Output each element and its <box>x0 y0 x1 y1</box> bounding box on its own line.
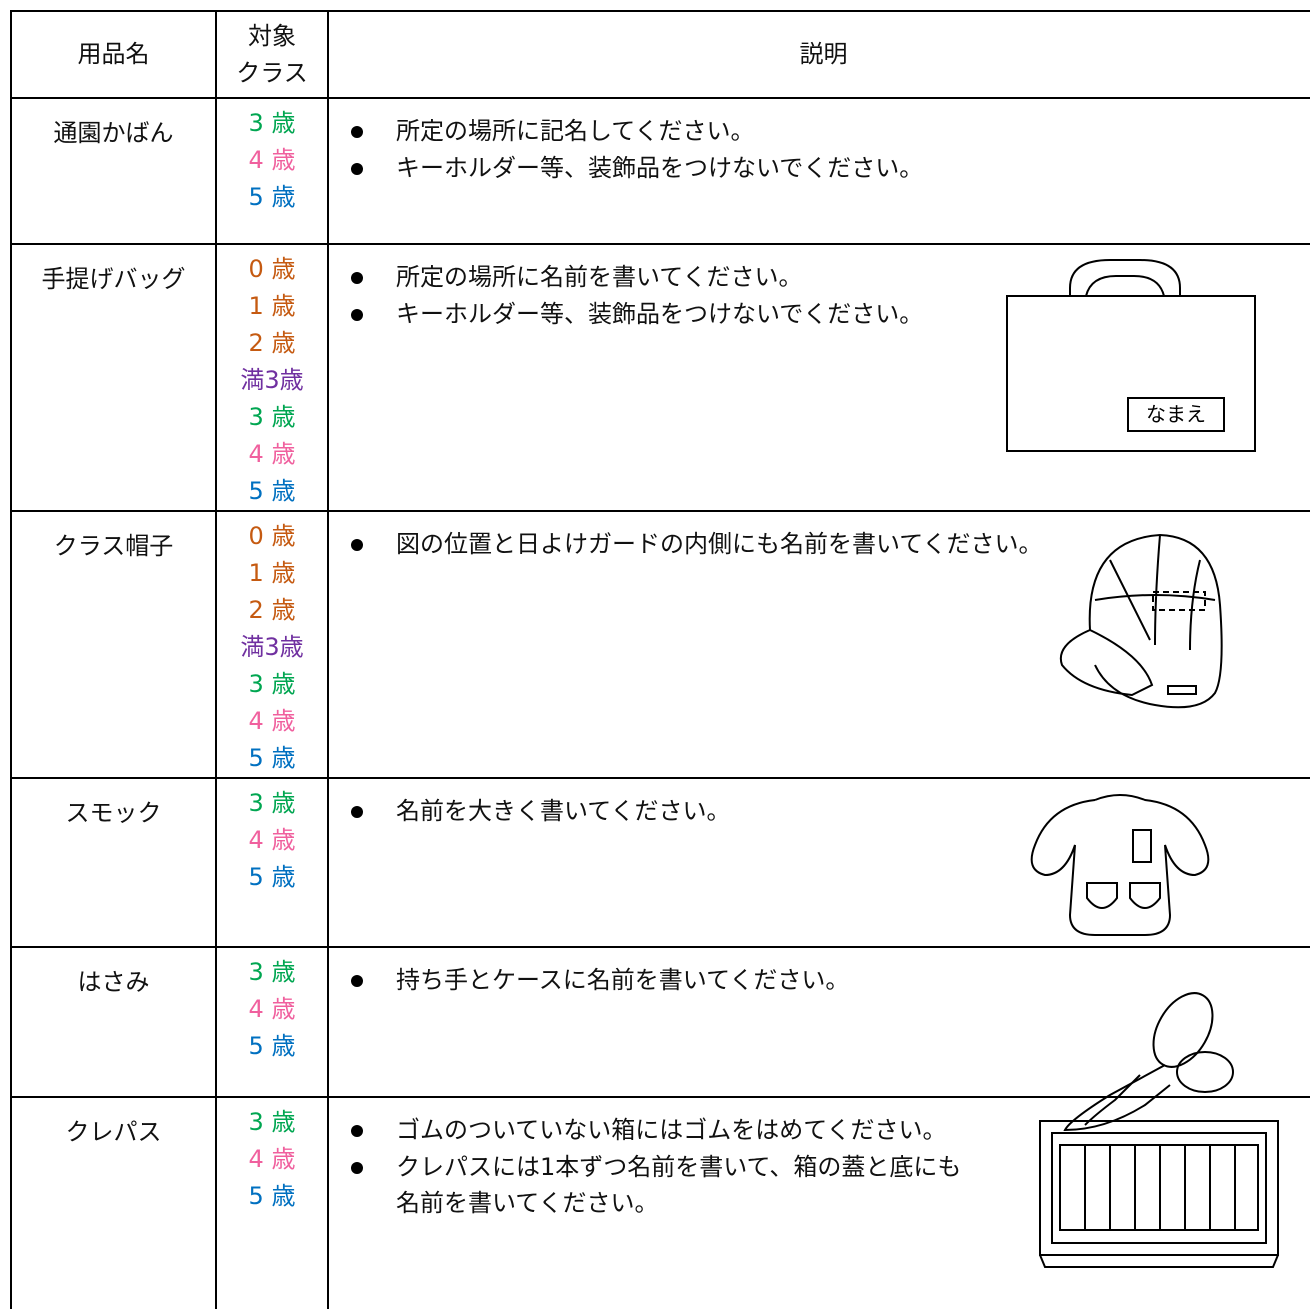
class-label: 3 歳 <box>248 403 296 431</box>
note: 持ち手とケースに名前を書いてください。 <box>351 962 1310 998</box>
class-label: 3 歳 <box>248 789 296 817</box>
item-cell: クラス帽子 <box>10 510 217 779</box>
note-list: ゴムのついていない箱にはゴムをはめてください。 クレパスには1本ずつ名前を書いて、… <box>329 1098 1310 1221</box>
note: ゴムのついていない箱にはゴムをはめてください。 <box>351 1112 1310 1148</box>
description-cell: 持ち手とケースに名前を書いてください。 <box>327 946 1310 1098</box>
note: キーホルダー等、装飾品をつけないでください。 <box>351 296 1310 332</box>
class-label: 4 歳 <box>248 995 296 1023</box>
header-cell: 対象 クラス <box>215 10 329 99</box>
note-list: 所定の場所に名前を書いてください。 キーホルダー等、装飾品をつけないでください。 <box>329 245 1310 332</box>
note: クレパスには1本ずつ名前を書いて、箱の蓋と底にも 名前を書いてください。 <box>351 1149 1310 1221</box>
description-cell: 所定の場所に記名してください。 キーホルダー等、装飾品をつけないでください。 <box>327 97 1310 245</box>
table-row: クラス帽子 0 歳 1 歳 2 歳満3歳 3 歳 4 歳 5 歳 図の位置と日よけガードの内側… <box>10 510 1310 779</box>
class-label: 1 歳 <box>248 559 296 587</box>
description-cell: 名前を大きく書いてください。 <box>327 777 1310 948</box>
class-label: 3 歳 <box>248 1108 296 1136</box>
class-label: 2 歳 <box>248 596 296 624</box>
class-label: 4 歳 <box>248 440 296 468</box>
item-cell: 手提げバッグ <box>10 243 217 512</box>
class-label: 満3歳 <box>240 633 304 661</box>
class-label: 4 歳 <box>248 1145 296 1173</box>
class-label: 5 歳 <box>248 1182 296 1210</box>
class-label: 0 歳 <box>248 255 296 283</box>
note: 所定の場所に名前を書いてください。 <box>351 259 1310 295</box>
note: 所定の場所に記名してください。 <box>351 113 1310 149</box>
note-list: 名前を大きく書いてください。 <box>329 779 1310 829</box>
table-row: スモック 3 歳 4 歳 5 歳 名前を大きく書いてください。 <box>10 777 1310 948</box>
item-cell: スモック <box>10 777 217 948</box>
table-row: 通園かばん 3 歳 4 歳 5 歳 所定の場所に記名してください。 キーホルダー等、装飾品… <box>10 97 1310 245</box>
note: キーホルダー等、装飾品をつけないでください。 <box>351 150 1310 186</box>
header-cell: 用品名 <box>10 10 217 99</box>
items-table: 用品名 対象 クラス 説明 通園かばん 3 歳 4 歳 5 歳 所定の場所に記名してくだ… <box>10 10 1310 1309</box>
class-cell: 0 歳 1 歳 2 歳満3歳 3 歳 4 歳 5 歳 <box>215 510 329 779</box>
description-cell: 所定の場所に名前を書いてください。 キーホルダー等、装飾品をつけないでください。 <box>327 243 1310 512</box>
class-label: 4 歳 <box>248 707 296 735</box>
note-list: 図の位置と日よけガードの内側にも名前を書いてください。 <box>329 512 1310 562</box>
class-label: 5 歳 <box>248 1032 296 1060</box>
item-cell: クレパス <box>10 1096 217 1309</box>
class-label: 0 歳 <box>248 522 296 550</box>
table-row: はさみ 3 歳 4 歳 5 歳 持ち手とケースに名前を書いてください。 <box>10 946 1310 1098</box>
description-cell: ゴムのついていない箱にはゴムをはめてください。 クレパスには1本ずつ名前を書いて、… <box>327 1096 1310 1309</box>
class-label: 5 歳 <box>248 477 296 505</box>
class-label: 3 歳 <box>248 109 296 137</box>
class-label: 3 歳 <box>248 958 296 986</box>
class-label: 2 歳 <box>248 329 296 357</box>
class-cell: 0 歳 1 歳 2 歳満3歳 3 歳 4 歳 5 歳 <box>215 243 329 512</box>
class-label: 4 歳 <box>248 146 296 174</box>
class-label: 満3歳 <box>240 366 304 394</box>
class-label: 5 歳 <box>248 183 296 211</box>
note-list: 持ち手とケースに名前を書いてください。 <box>329 948 1310 998</box>
note-list: 所定の場所に記名してください。 キーホルダー等、装飾品をつけないでください。 <box>329 99 1310 186</box>
header-cell: 説明 <box>327 10 1310 99</box>
description-cell: 図の位置と日よけガードの内側にも名前を書いてください。 <box>327 510 1310 779</box>
class-cell: 3 歳 4 歳 5 歳 <box>215 777 329 948</box>
item-cell: はさみ <box>10 946 217 1098</box>
table-row: 手提げバッグ 0 歳 1 歳 2 歳満3歳 3 歳 4 歳 5 歳 所定の場所に名前を書いてく… <box>10 243 1310 512</box>
class-cell: 3 歳 4 歳 5 歳 <box>215 946 329 1098</box>
item-cell: 通園かばん <box>10 97 217 245</box>
class-label: 4 歳 <box>248 826 296 854</box>
note: 図の位置と日よけガードの内側にも名前を書いてください。 <box>351 526 1310 562</box>
class-label: 1 歳 <box>248 292 296 320</box>
class-label: 3 歳 <box>248 670 296 698</box>
table-row: クレパス 3 歳 4 歳 5 歳 ゴムのついていない箱にはゴムをはめてください。 クレパス… <box>10 1096 1310 1309</box>
class-label: 5 歳 <box>248 863 296 891</box>
class-cell: 3 歳 4 歳 5 歳 <box>215 1096 329 1309</box>
class-cell: 3 歳 4 歳 5 歳 <box>215 97 329 245</box>
note: 名前を大きく書いてください。 <box>351 793 1310 829</box>
class-label: 5 歳 <box>248 744 296 772</box>
